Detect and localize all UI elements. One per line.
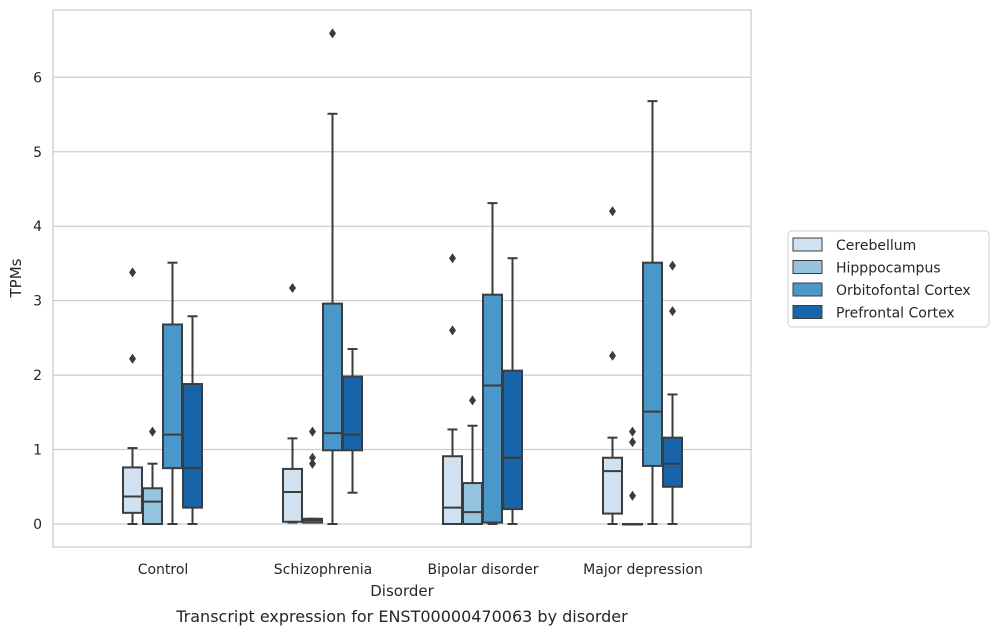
outlier-point (609, 206, 616, 217)
legend-swatch (792, 237, 823, 252)
box-cerebellum-control (122, 267, 143, 525)
y-tick-label: 5 (33, 145, 42, 161)
outlier-point (129, 267, 136, 278)
outlier-point (129, 353, 136, 364)
box-iqr (662, 436, 683, 488)
y-tick-label: 3 (33, 294, 42, 310)
outlier-point (309, 452, 316, 463)
box-cerebellum-major-depression (602, 206, 623, 525)
outlier-point (609, 350, 616, 361)
box-cerebellum-schizophrenia (282, 282, 303, 524)
box-iqr (182, 383, 203, 509)
x-axis-title: Disorder (370, 582, 434, 600)
outlier-point (449, 325, 456, 336)
y-axis-title: TPMs (7, 258, 25, 298)
box-orbitofontal-cortex-major-depression (642, 100, 663, 525)
outlier-point (329, 28, 336, 39)
legend-swatch (792, 282, 823, 297)
outlier-point (669, 260, 676, 271)
outlier-point (629, 437, 636, 448)
outlier-point (309, 426, 316, 437)
outlier-point (629, 426, 636, 437)
legend-swatch (792, 260, 823, 274)
box-hipppocampus-major-depression (622, 426, 643, 526)
outlier-point (629, 490, 636, 501)
legend-frame (787, 230, 990, 328)
x-tick-label: Major depression (583, 562, 703, 578)
legend-label: Prefrontal Cortex (836, 306, 955, 322)
legend: Cerebellum Hipppocampus Orbitofontal Corte… (787, 230, 990, 328)
box-iqr (462, 482, 483, 525)
box-iqr (162, 323, 183, 470)
legend-label: Orbitofontal Cortex (836, 283, 971, 299)
y-tick-label: 6 (33, 70, 42, 86)
x-tick-labels: Control Schizophrenia Bipolar disorder Majo… (138, 562, 703, 578)
box-iqr (342, 375, 363, 452)
legend-label: Cerebellum (836, 238, 916, 254)
plot-frame (52, 9, 752, 548)
box-iqr (642, 261, 663, 467)
outlier-point (149, 426, 156, 437)
box-iqr (142, 487, 163, 526)
y-tick-labels: 0 1 2 3 4 5 6 (33, 70, 42, 533)
box-prefrontal-cortex-major-depression (662, 260, 683, 525)
box-iqr (482, 293, 503, 524)
box-cerebellum-bipolar-disorder (442, 253, 463, 525)
box-orbitofontal-cortex-schizophrenia (322, 28, 343, 525)
y-tick-label: 4 (33, 219, 42, 235)
box-prefrontal-cortex-bipolar-disorder (502, 257, 523, 525)
y-tick-label: 1 (33, 443, 42, 459)
box-iqr (322, 302, 343, 452)
outlier-point (289, 282, 296, 293)
outlier-point (449, 253, 456, 264)
box-iqr (502, 369, 523, 511)
box-iqr (122, 466, 143, 514)
y-tick-label: 2 (33, 368, 42, 384)
x-tick-label: Bipolar disorder (427, 562, 538, 578)
x-tick-label: Control (138, 562, 189, 578)
legend-label: Hipppocampus (836, 261, 941, 277)
box-iqr (282, 467, 303, 523)
box-hipppocampus-control (142, 426, 163, 526)
box-iqr (442, 455, 463, 525)
box-hipppocampus-bipolar-disorder (462, 395, 483, 525)
outlier-point (309, 458, 316, 469)
x-tick-label: Schizophrenia (274, 562, 372, 578)
y-tick-label: 0 (33, 517, 42, 533)
box-prefrontal-cortex-schizophrenia (342, 348, 363, 494)
legend-swatch (792, 305, 823, 319)
box-iqr (602, 456, 623, 515)
outlier-point (469, 395, 476, 406)
figure-caption: Transcript expression for ENST0000047006… (175, 607, 628, 626)
box-hipppocampus-schizophrenia (302, 426, 323, 524)
outlier-point (669, 306, 676, 317)
box-prefrontal-cortex-control (182, 315, 203, 525)
box-groups (122, 28, 683, 526)
